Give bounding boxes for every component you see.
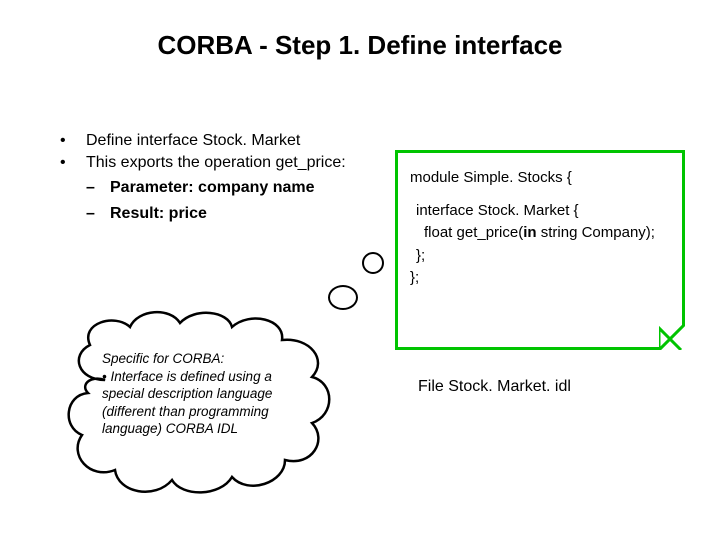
cloud-line: • Interface is defined using a special d…: [102, 368, 297, 438]
code-line: };: [410, 267, 672, 290]
code-line: };: [410, 245, 672, 268]
sub-bullet-item: – Result: price: [60, 203, 380, 225]
sub-bullet-item: – Parameter: company name: [60, 177, 380, 199]
code-text: float get_price(: [424, 224, 523, 241]
code-text: string Company);: [537, 224, 655, 241]
bullet-dot: •: [60, 152, 86, 174]
bullet-dot: •: [60, 130, 86, 152]
bullet-item: • Define interface Stock. Market: [60, 130, 380, 152]
sub-bullet-text: Parameter: company name: [110, 177, 380, 199]
code-line: float get_price(in string Company);: [410, 222, 672, 245]
bullet-text: This exports the operation get_price:: [86, 152, 380, 174]
thought-bubble-small: [362, 252, 384, 274]
code-box: module Simple. Stocks { interface Stock.…: [395, 150, 685, 350]
code-line: interface Stock. Market {: [410, 200, 672, 223]
corner-fold-icon: [659, 324, 685, 350]
bullet-list: • Define interface Stock. Market • This …: [60, 130, 380, 224]
code-keyword-in: in: [523, 224, 536, 241]
bullet-item: • This exports the operation get_price:: [60, 152, 380, 174]
thought-bubble-small: [328, 285, 358, 310]
dash: –: [86, 203, 110, 225]
slide-title: CORBA - Step 1. Define interface: [0, 30, 720, 61]
sub-bullet-text: Result: price: [110, 203, 380, 225]
file-caption: File Stock. Market. idl: [418, 378, 571, 396]
cloud-text: Specific for CORBA: • Interface is defin…: [102, 350, 297, 438]
bullet-text: Define interface Stock. Market: [86, 130, 380, 152]
code-line: module Simple. Stocks {: [410, 167, 672, 190]
dash: –: [86, 177, 110, 199]
cloud-line: Specific for CORBA:: [102, 350, 297, 368]
